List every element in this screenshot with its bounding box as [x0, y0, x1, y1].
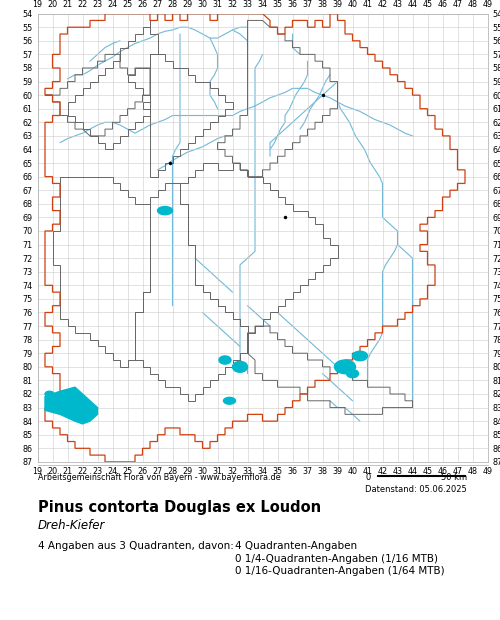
Ellipse shape [224, 397, 235, 404]
Ellipse shape [346, 370, 358, 378]
Text: 4 Angaben aus 3 Quadranten, davon:: 4 Angaben aus 3 Quadranten, davon: [38, 541, 234, 551]
Text: 0 1/4-Quadranten-Angaben (1/16 MTB): 0 1/4-Quadranten-Angaben (1/16 MTB) [235, 554, 438, 564]
Text: Arbeitsgemeinschaft Flora von Bayern - www.bayernflora.de: Arbeitsgemeinschaft Flora von Bayern - w… [38, 473, 280, 482]
Ellipse shape [232, 361, 248, 372]
Ellipse shape [158, 206, 172, 215]
Text: 50 km: 50 km [442, 473, 468, 482]
Ellipse shape [219, 356, 231, 364]
Text: 4 Quadranten-Angaben: 4 Quadranten-Angaben [235, 541, 357, 551]
Polygon shape [45, 387, 98, 424]
Text: Datenstand: 05.06.2025: Datenstand: 05.06.2025 [365, 485, 467, 495]
Text: 0: 0 [365, 473, 370, 482]
Ellipse shape [334, 360, 355, 374]
Text: Pinus contorta Douglas ex Loudon: Pinus contorta Douglas ex Loudon [38, 500, 321, 515]
Ellipse shape [352, 351, 368, 361]
Text: 0 1/16-Quadranten-Angaben (1/64 MTB): 0 1/16-Quadranten-Angaben (1/64 MTB) [235, 566, 444, 576]
Text: Dreh-Kiefer: Dreh-Kiefer [38, 519, 105, 532]
Ellipse shape [45, 391, 54, 397]
